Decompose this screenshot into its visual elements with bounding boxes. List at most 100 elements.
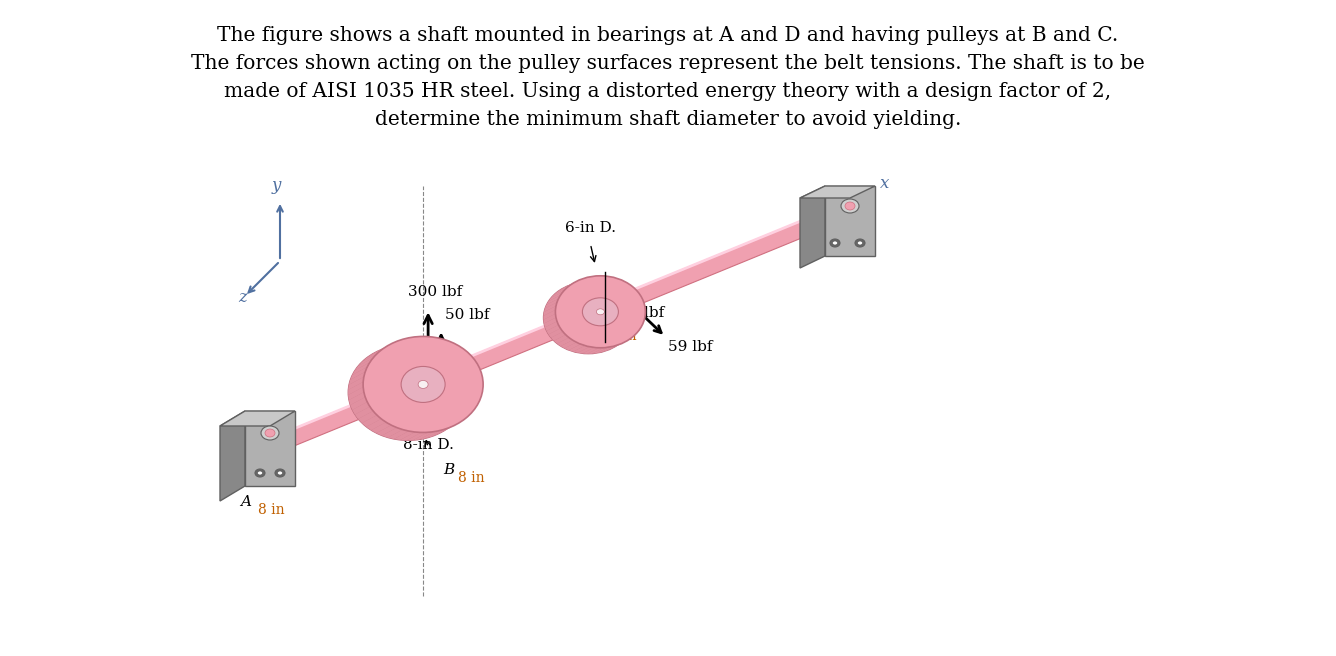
Polygon shape xyxy=(632,304,645,314)
Polygon shape xyxy=(466,390,482,403)
Text: 8-in D.: 8-in D. xyxy=(402,438,453,453)
Text: 8 in: 8 in xyxy=(258,503,285,517)
Polygon shape xyxy=(377,425,397,436)
Polygon shape xyxy=(619,285,633,293)
Polygon shape xyxy=(413,337,434,345)
Polygon shape xyxy=(561,281,577,289)
Polygon shape xyxy=(545,321,558,331)
Polygon shape xyxy=(597,346,613,353)
Ellipse shape xyxy=(544,282,633,354)
Polygon shape xyxy=(349,387,363,400)
Polygon shape xyxy=(582,348,600,354)
Polygon shape xyxy=(457,409,474,421)
Text: D: D xyxy=(596,314,609,331)
Ellipse shape xyxy=(255,469,265,477)
Polygon shape xyxy=(565,342,581,350)
Polygon shape xyxy=(569,344,585,352)
Polygon shape xyxy=(442,345,462,356)
Polygon shape xyxy=(544,306,556,316)
Polygon shape xyxy=(366,346,386,358)
Polygon shape xyxy=(597,276,613,283)
Text: C: C xyxy=(582,329,595,343)
Polygon shape xyxy=(401,432,422,440)
Polygon shape xyxy=(460,404,478,417)
Text: x: x xyxy=(880,176,890,192)
Ellipse shape xyxy=(265,429,275,437)
Ellipse shape xyxy=(582,298,619,326)
Polygon shape xyxy=(627,293,641,303)
Polygon shape xyxy=(465,369,482,382)
Polygon shape xyxy=(577,276,595,283)
Polygon shape xyxy=(457,356,474,368)
Polygon shape xyxy=(406,432,428,440)
Polygon shape xyxy=(401,337,422,345)
Polygon shape xyxy=(615,339,631,347)
Polygon shape xyxy=(387,430,409,439)
Text: 6-in D.: 6-in D. xyxy=(565,221,616,235)
Ellipse shape xyxy=(363,337,484,432)
Polygon shape xyxy=(406,337,428,344)
Text: z: z xyxy=(238,289,247,306)
Polygon shape xyxy=(549,329,562,338)
Polygon shape xyxy=(349,372,365,385)
Polygon shape xyxy=(624,330,639,339)
Polygon shape xyxy=(377,341,397,352)
Polygon shape xyxy=(800,186,826,268)
Text: 59 lbf: 59 lbf xyxy=(668,340,713,354)
Polygon shape xyxy=(362,415,381,427)
Polygon shape xyxy=(432,426,452,437)
Polygon shape xyxy=(544,302,557,312)
Polygon shape xyxy=(631,300,644,310)
Polygon shape xyxy=(220,411,244,501)
Text: made of AISI 1035 HR steel. Using a distorted energy theory with a design factor: made of AISI 1035 HR steel. Using a dist… xyxy=(224,82,1112,101)
Polygon shape xyxy=(632,316,645,325)
Polygon shape xyxy=(448,417,468,428)
Polygon shape xyxy=(557,283,573,292)
Polygon shape xyxy=(592,347,609,354)
Text: A: A xyxy=(240,495,251,509)
Polygon shape xyxy=(601,345,617,352)
Polygon shape xyxy=(442,420,462,432)
Text: The figure shows a shaft mounted in bearings at A and D and having pulleys at B : The figure shows a shaft mounted in bear… xyxy=(218,26,1118,45)
Polygon shape xyxy=(573,277,589,284)
Polygon shape xyxy=(569,278,585,285)
Polygon shape xyxy=(611,280,627,289)
Polygon shape xyxy=(371,422,391,433)
Polygon shape xyxy=(350,367,367,380)
Polygon shape xyxy=(448,348,468,360)
Ellipse shape xyxy=(832,241,838,245)
Ellipse shape xyxy=(840,199,859,213)
Polygon shape xyxy=(468,384,484,398)
Polygon shape xyxy=(425,338,446,348)
Polygon shape xyxy=(544,310,556,319)
Polygon shape xyxy=(353,362,370,375)
Polygon shape xyxy=(633,312,645,321)
Polygon shape xyxy=(437,342,458,353)
Polygon shape xyxy=(565,279,581,287)
Polygon shape xyxy=(800,186,875,198)
Polygon shape xyxy=(633,308,645,318)
Polygon shape xyxy=(549,292,562,301)
Ellipse shape xyxy=(401,367,445,402)
Polygon shape xyxy=(588,276,604,282)
Polygon shape xyxy=(371,344,391,355)
Text: 8 in: 8 in xyxy=(458,472,485,485)
Ellipse shape xyxy=(278,471,282,475)
Polygon shape xyxy=(621,333,636,342)
Polygon shape xyxy=(220,411,295,426)
Text: determine the minimum shaft diameter to avoid yielding.: determine the minimum shaft diameter to … xyxy=(375,110,961,129)
Polygon shape xyxy=(355,358,373,370)
Polygon shape xyxy=(546,325,561,335)
Polygon shape xyxy=(629,297,643,306)
Polygon shape xyxy=(358,411,377,423)
Text: The forces shown acting on the pulley surfaces represent the belt tensions. The : The forces shown acting on the pulley su… xyxy=(191,54,1145,73)
Polygon shape xyxy=(550,289,565,298)
Polygon shape xyxy=(545,298,558,308)
Ellipse shape xyxy=(855,239,864,247)
Polygon shape xyxy=(394,431,415,440)
Polygon shape xyxy=(627,327,641,336)
Polygon shape xyxy=(425,428,446,438)
Ellipse shape xyxy=(844,202,855,210)
Polygon shape xyxy=(394,337,415,346)
Polygon shape xyxy=(244,411,295,486)
